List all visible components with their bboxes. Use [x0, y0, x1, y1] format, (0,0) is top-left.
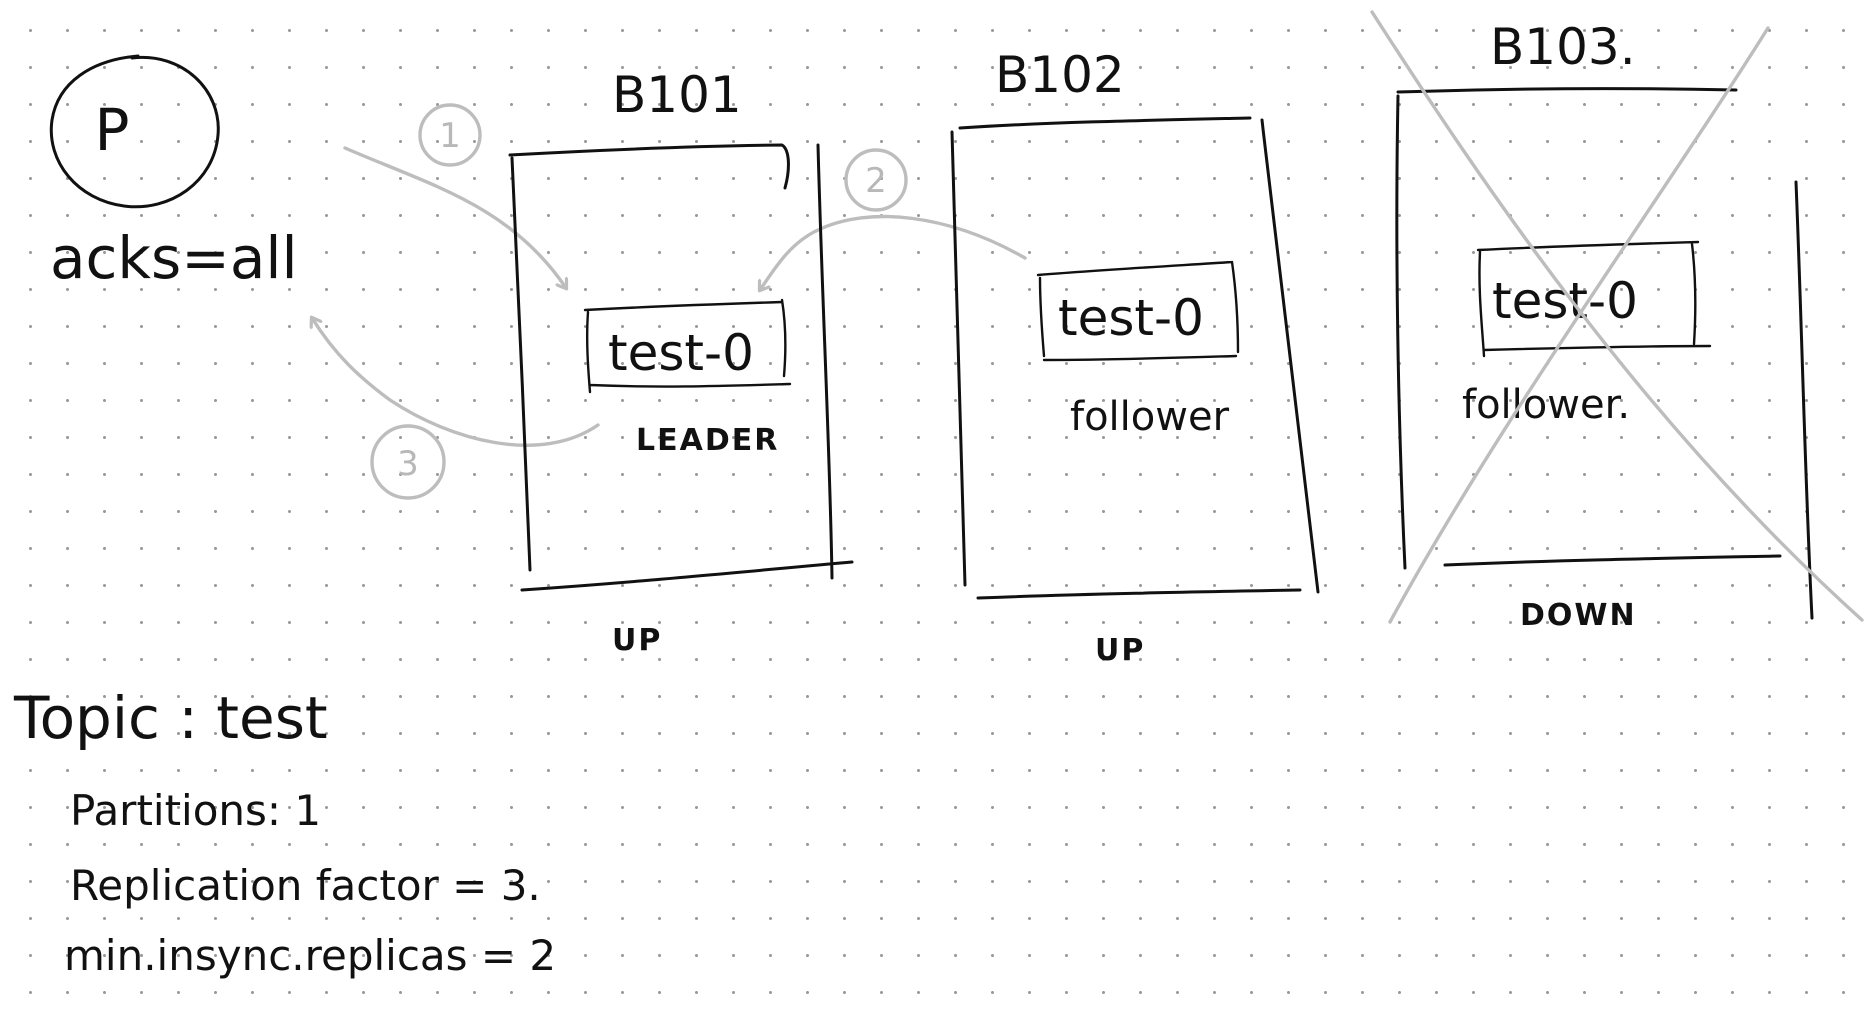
broker-b102-partition-box [1036, 260, 1240, 362]
step-2-replication-arrow: 2 [760, 148, 1027, 290]
broker-b102-role: follower [1070, 394, 1230, 440]
producer-circle [49, 54, 220, 209]
producer-acks-config: acks=all [50, 224, 298, 292]
broker-b101-partition-label: test-0 [608, 324, 754, 382]
step-3-badge [370, 424, 446, 500]
topic-notes: Topic : test Partitions: 1 Replication f… [13, 684, 556, 980]
broker-b103-status: DOWN [1520, 598, 1637, 633]
broker-b101-box [508, 143, 854, 592]
topic-min-insync-replicas: min.insync.replicas = 2 [64, 931, 556, 980]
broker-b103-partition-box [1476, 240, 1712, 358]
step-1-badge [418, 103, 482, 167]
broker-b102-partition-label: test-0 [1058, 289, 1204, 347]
step-3-ack-arrow: 3 [312, 318, 600, 500]
broker-b102-status: UP [1095, 633, 1145, 668]
step-3-number: 3 [397, 444, 419, 484]
broker-b101-partition-box [583, 298, 792, 394]
broker-b102-box [950, 116, 1320, 600]
broker-b101-status: UP [612, 623, 662, 658]
topic-partitions: Partitions: 1 [70, 786, 321, 835]
producer-label: P [95, 96, 130, 164]
topic-title: Topic : test [13, 684, 328, 752]
broker-b103-role: follower. [1462, 382, 1630, 428]
step-2-number: 2 [865, 161, 887, 201]
broker-b103-box [1395, 87, 1814, 620]
broker-b101: B101 test-0 LEADER UP [508, 66, 854, 658]
broker-b103: B103. test-0 follower. DOWN [1370, 10, 1864, 633]
broker-b103-name: B103. [1490, 18, 1636, 76]
broker-b102: B102 test-0 follower UP [950, 46, 1320, 668]
broker-b101-role: LEADER [636, 423, 779, 458]
step-1-produce-arrow: 1 [343, 103, 566, 288]
step-1-number: 1 [439, 116, 461, 156]
step-2-badge [844, 148, 908, 212]
broker-b103-down-cross [1370, 10, 1864, 624]
topic-replication-factor: Replication factor = 3. [70, 861, 541, 910]
broker-b101-name: B101 [612, 66, 742, 124]
producer: P acks=all [49, 54, 298, 292]
broker-b103-partition-label: test-0 [1492, 272, 1638, 330]
broker-b102-name: B102 [995, 46, 1125, 104]
